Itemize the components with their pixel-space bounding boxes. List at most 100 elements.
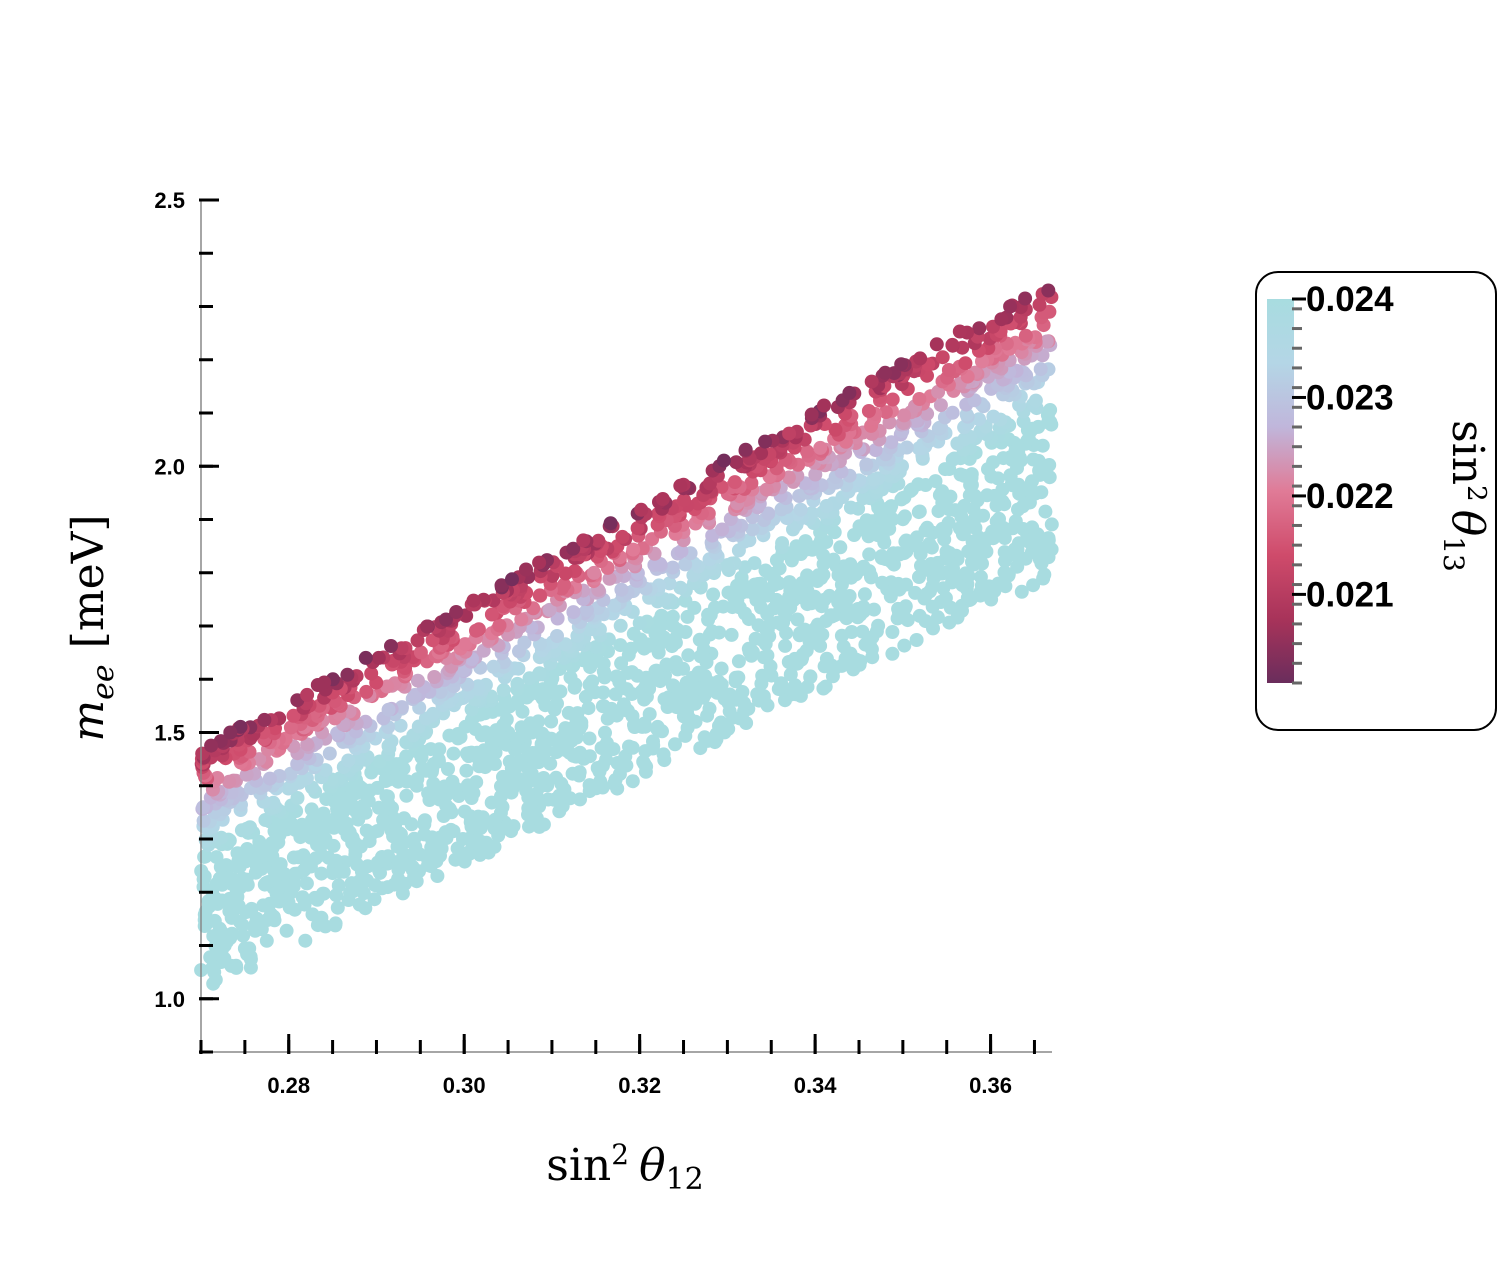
- data-point: [912, 608, 927, 623]
- data-point: [914, 558, 928, 573]
- data-point: [532, 588, 547, 603]
- data-point: [393, 718, 408, 733]
- data-point: [1026, 578, 1041, 593]
- data-point: [673, 580, 688, 595]
- data-point: [911, 477, 926, 492]
- data-point: [677, 493, 691, 508]
- data-point: [947, 451, 962, 466]
- colorbar: 0.021 0.022 0.023 0.024 sin2θ13: [1255, 271, 1497, 731]
- data-point: [775, 536, 790, 551]
- data-point: [959, 407, 974, 422]
- data-point: [735, 685, 750, 699]
- data-point: [1042, 458, 1057, 472]
- data-point: [517, 635, 532, 650]
- data-point: [587, 565, 601, 580]
- data-point: [632, 616, 647, 631]
- data-point: [286, 708, 301, 723]
- data-point: [1028, 393, 1043, 408]
- data-point: [945, 405, 960, 420]
- data-point: [394, 700, 409, 715]
- data-point: [714, 661, 729, 676]
- data-point: [636, 754, 651, 769]
- data-point: [714, 715, 728, 730]
- data-point: [833, 540, 848, 555]
- data-point: [856, 491, 871, 506]
- data-point: [933, 398, 948, 413]
- colorbar-gradient: [1267, 299, 1294, 683]
- data-point: [834, 628, 849, 643]
- data-point: [519, 562, 533, 577]
- data-point: [237, 941, 252, 956]
- data-point: [744, 476, 759, 491]
- data-point: [731, 654, 746, 669]
- data-point: [748, 631, 763, 646]
- data-point: [1016, 414, 1031, 429]
- data-point: [1041, 531, 1056, 546]
- data-point: [941, 515, 956, 530]
- data-point: [262, 771, 277, 786]
- data-point: [992, 511, 1006, 526]
- data-point: [413, 645, 428, 660]
- data-point: [657, 692, 672, 707]
- data-point: [565, 766, 580, 781]
- data-point: [997, 565, 1012, 580]
- data-point: [614, 582, 629, 597]
- data-point: [868, 443, 883, 458]
- data-point: [505, 572, 519, 587]
- data-point: [857, 587, 872, 602]
- data-point: [244, 901, 259, 916]
- data-point: [460, 778, 475, 793]
- data-point: [678, 593, 693, 608]
- data-point: [986, 455, 1001, 470]
- data-point: [233, 719, 248, 734]
- data-point: [239, 767, 254, 782]
- data-point: [549, 770, 564, 785]
- data-point: [862, 547, 877, 562]
- data-point: [286, 850, 301, 865]
- data-point: [894, 357, 909, 372]
- data-point: [878, 405, 893, 420]
- data-point: [195, 746, 210, 761]
- data-point: [997, 545, 1012, 560]
- data-point: [598, 725, 612, 740]
- x-tick-label: 0.30: [443, 1073, 486, 1098]
- data-point: [994, 312, 1009, 327]
- data-point: [315, 886, 330, 901]
- data-point: [920, 520, 935, 535]
- data-point: [793, 502, 808, 517]
- data-point: [885, 625, 900, 639]
- data-point: [433, 685, 448, 699]
- data-point: [819, 499, 834, 513]
- data-point: [415, 760, 430, 775]
- data-point: [817, 398, 831, 413]
- data-point: [514, 720, 529, 735]
- data-point: [808, 467, 823, 482]
- data-point: [803, 669, 818, 684]
- data-point: [305, 907, 320, 922]
- data-point: [257, 712, 272, 727]
- data-point: [912, 392, 927, 406]
- data-point: [613, 638, 628, 653]
- data-point: [256, 898, 271, 913]
- data-point: [595, 699, 610, 714]
- data-point: [778, 638, 793, 653]
- data-point: [469, 623, 483, 638]
- data-point: [875, 575, 890, 590]
- data-point: [790, 612, 805, 627]
- data-point: [634, 502, 649, 517]
- data-point: [585, 674, 600, 689]
- x-tick-label: 0.34: [794, 1073, 838, 1098]
- data-point: [319, 792, 334, 806]
- data-point: [288, 866, 303, 881]
- data-point: [939, 544, 954, 559]
- data-point: [705, 624, 720, 639]
- data-point: [878, 365, 893, 380]
- data-point: [544, 714, 559, 729]
- data-point: [234, 823, 249, 838]
- data-point: [223, 725, 238, 740]
- data-point: [581, 701, 596, 716]
- data-point: [885, 392, 900, 407]
- data-point: [295, 890, 310, 905]
- data-point: [410, 633, 425, 648]
- data-point: [935, 484, 950, 499]
